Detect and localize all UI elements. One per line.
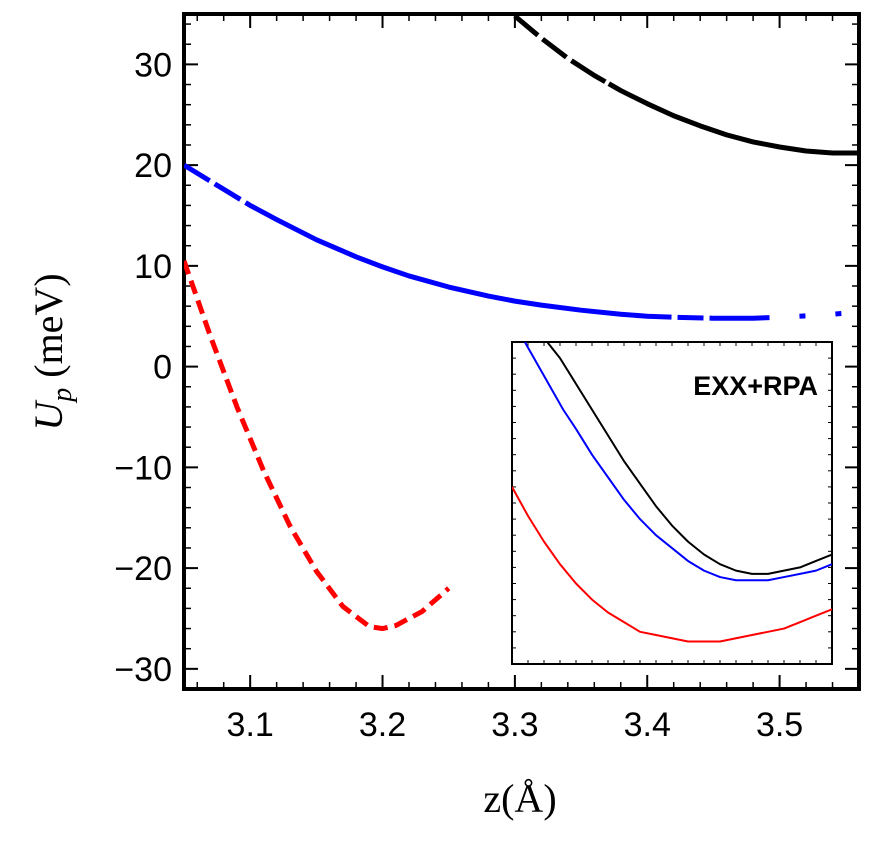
y-tick-label: 20	[134, 147, 172, 185]
inset-series-group	[512, 342, 832, 643]
y-axis-title: Up (meV)	[26, 273, 78, 430]
y-axis-title-subscript: p	[47, 388, 78, 404]
x-tick-label: 3.2	[359, 706, 406, 744]
y-tick-label: 30	[134, 46, 172, 84]
inset-series-line-black	[546, 342, 832, 575]
y-tick-label: 0	[153, 349, 172, 387]
y-tick-label: −20	[114, 550, 172, 588]
y-tick-labels: −30 −20 −10 0 10 20 30	[114, 46, 172, 688]
y-tick-label: −10	[114, 449, 172, 487]
x-tick-label: 3.4	[624, 706, 671, 744]
inset-series-line-red	[512, 486, 832, 643]
series-line-blue	[184, 162, 859, 321]
y-axis-title-unit: (meV)	[26, 273, 71, 377]
x-tick-label: 3.1	[227, 706, 274, 744]
series-line-black	[513, 14, 859, 156]
inset-tick-marks	[511, 341, 833, 665]
y-tick-label: 10	[134, 248, 172, 286]
main-series-group	[184, 14, 859, 632]
x-tick-label: 3.3	[491, 706, 538, 744]
x-tick-labels: 3.1 3.2 3.3 3.4 3.5	[227, 706, 804, 744]
y-tick-label: −30	[114, 651, 172, 689]
inset-series-line-blue	[523, 342, 832, 582]
inset-title: EXX+RPA	[693, 371, 818, 401]
x-axis-title: z(Å)	[483, 776, 556, 821]
series-line-red	[184, 260, 451, 632]
x-tick-label: 3.5	[756, 706, 803, 744]
y-axis-title-symbol: U	[26, 399, 71, 431]
